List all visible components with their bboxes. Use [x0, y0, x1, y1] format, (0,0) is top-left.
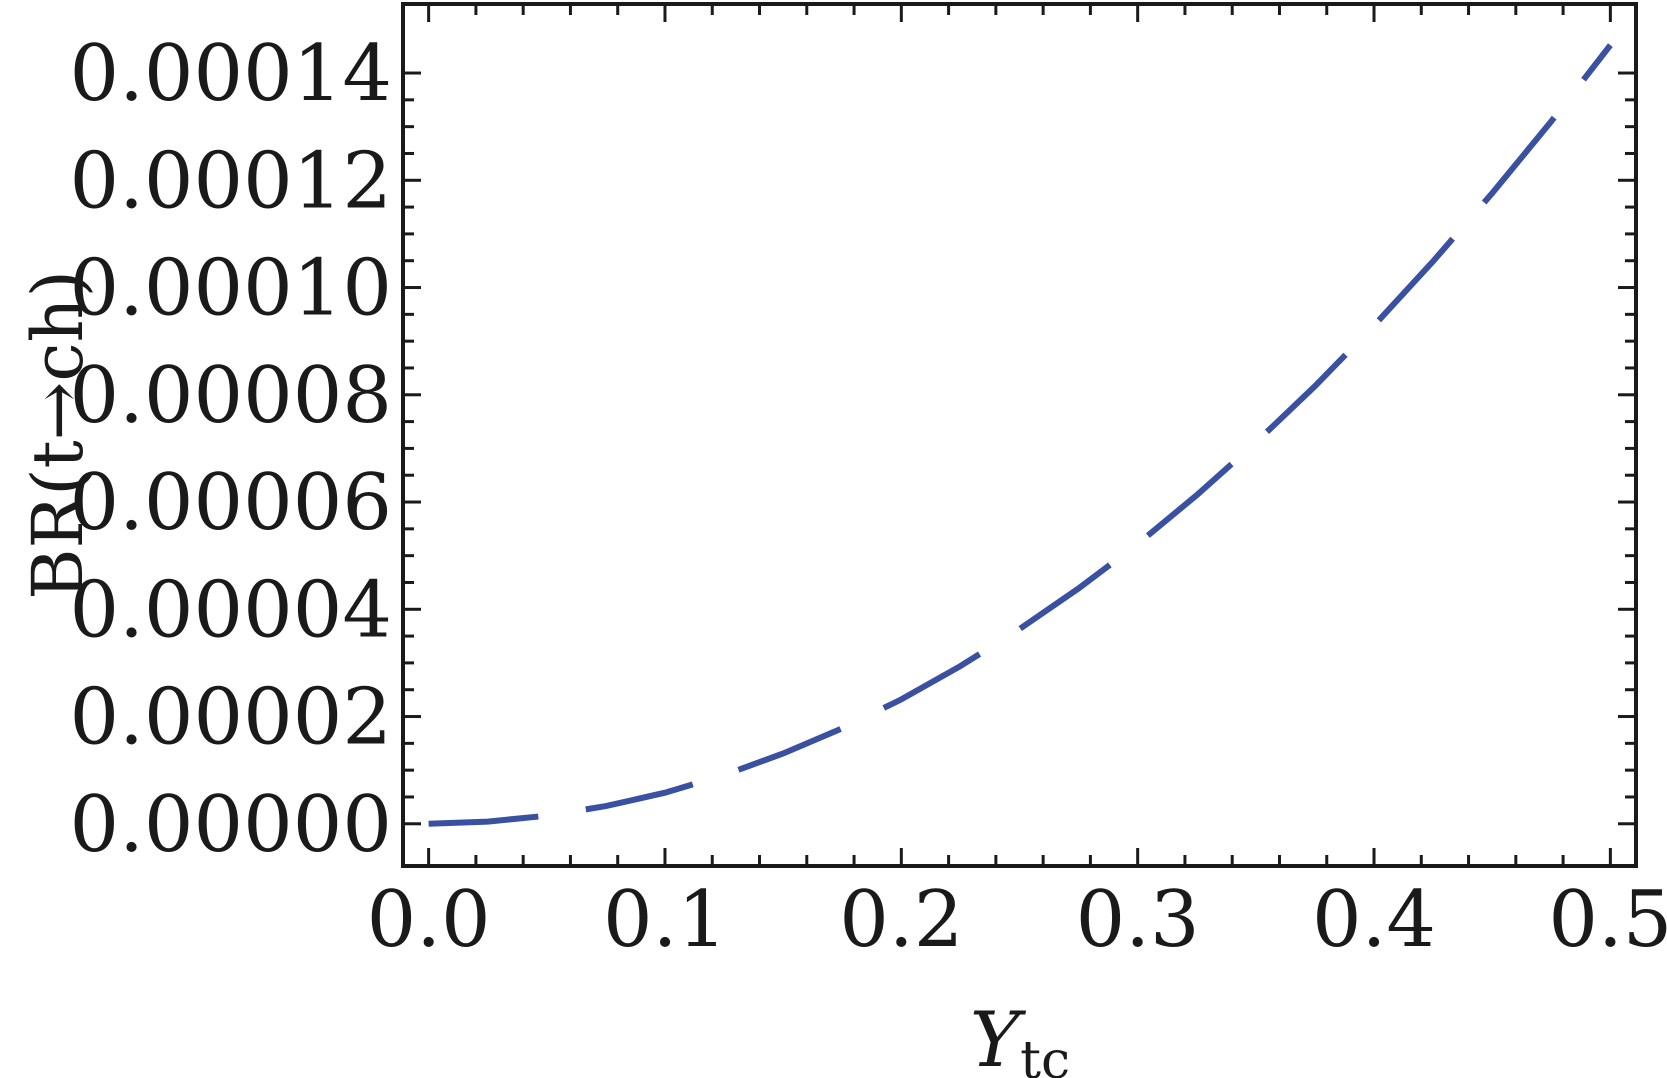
y-tick-label: 0.00012	[69, 136, 392, 226]
y-tick-label: 0.00014	[69, 29, 392, 119]
x-tick-label: 0.0	[367, 875, 491, 965]
x-tick-label: 0.2	[839, 875, 963, 965]
y-tick-labels: 0.00000 0.00002 0.00004 0.00006 0.00008 0.000…	[69, 29, 392, 870]
tick-marks	[405, 6, 1634, 864]
y-tick-label: 0.00000	[69, 780, 392, 870]
series-line	[428, 43, 1613, 827]
y-tick-label: 0.00002	[69, 673, 392, 763]
x-axis-title: Ytc	[970, 995, 1070, 1078]
series-lines	[428, 43, 1613, 827]
y-tick-label: 0.00006	[69, 458, 392, 548]
x-tick-labels: 0.0 0.1 0.2 0.3 0.4 0.5	[367, 875, 1667, 965]
y-axis-title: BR(t→ch)	[17, 270, 99, 600]
x-tick-label: 0.5	[1548, 875, 1667, 965]
y-tick-label: 0.00004	[69, 565, 392, 655]
y-tick-label: 0.00008	[69, 351, 392, 441]
plot-frame	[401, 2, 1638, 868]
y-tick-label: 0.00010	[69, 244, 392, 334]
x-tick-label: 0.4	[1312, 875, 1436, 965]
x-axis-title-sub: tc	[1020, 1031, 1070, 1078]
x-tick-label: 0.3	[1076, 875, 1200, 965]
x-tick-label: 0.1	[603, 875, 727, 965]
x-axis-title-main: Y	[970, 995, 1027, 1078]
